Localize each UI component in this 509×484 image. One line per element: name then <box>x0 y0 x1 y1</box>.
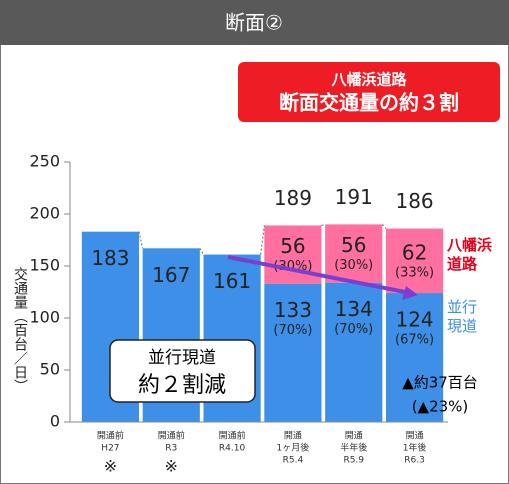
x-tick-label: 1ヶ月後 <box>277 442 310 454</box>
bar-segment <box>325 224 383 283</box>
total-label: 186 <box>395 189 433 213</box>
value-label: 62 <box>402 240 427 264</box>
x-tick-label: 1年後 <box>403 442 427 454</box>
callout-box <box>238 62 500 122</box>
x-tick-label: 開通前 <box>97 430 124 442</box>
x-tick-label: H27 <box>101 444 119 454</box>
annotation: 並行現道 <box>148 348 216 368</box>
x-tick-label: R3 <box>165 444 177 454</box>
value-label: 167 <box>152 263 190 287</box>
value-label: 133 <box>274 298 312 322</box>
x-tick-label: 開通前 <box>219 430 246 442</box>
annotation-box <box>109 339 256 403</box>
connector <box>260 225 265 255</box>
value-label: 56 <box>341 233 366 257</box>
header-bar <box>0 0 509 45</box>
callout-line: 八幡浜道路 <box>330 71 407 89</box>
x-tick-label: 開通 <box>284 431 302 442</box>
x-tick-label: 開通前 <box>158 430 185 442</box>
value-label: 161 <box>213 269 251 293</box>
connector <box>138 231 144 249</box>
x-tick-label: R5.9 <box>343 456 364 466</box>
trend-arrow <box>227 255 411 295</box>
annotation: 約２割減 <box>138 373 226 398</box>
header-title: 断面② <box>225 11 283 35</box>
value-label: 56 <box>280 234 305 258</box>
category-note: ※ <box>165 457 178 476</box>
connector <box>381 224 387 229</box>
annotation: ▲約37百台 <box>402 374 478 392</box>
callout-line: 断面交通量の約３割 <box>279 91 459 115</box>
x-tick-label: R4.10 <box>219 444 246 454</box>
y-axis-label: 交通量（百台／日） <box>12 266 28 393</box>
total-label: 189 <box>274 186 312 210</box>
legend-label: 並行現道 <box>447 298 478 335</box>
y-tick-label: 0 <box>50 412 60 431</box>
value-label: 124 <box>395 308 433 332</box>
legend-label: 八幡浜道路 <box>447 236 493 273</box>
y-tick-label: 100 <box>29 308 60 327</box>
bar-segment <box>264 283 322 422</box>
share-label: (67%) <box>395 333 434 348</box>
bar-segment <box>385 228 444 294</box>
share-label: (70%) <box>273 323 312 338</box>
category-note: ※ <box>104 457 117 476</box>
connector <box>321 223 326 226</box>
value-label: 183 <box>91 246 129 270</box>
x-tick-label: R5.4 <box>283 456 304 466</box>
y-tick-label: 150 <box>29 256 60 275</box>
x-tick-label: 開通 <box>406 431 424 442</box>
share-label: (30%) <box>334 258 373 273</box>
y-tick-label: 50 <box>40 360 60 379</box>
x-tick-label: 開通 <box>345 431 363 442</box>
y-tick-label: 200 <box>29 204 60 223</box>
annotation: (▲23%) <box>412 398 469 416</box>
share-label: (33%) <box>395 265 434 280</box>
total-label: 191 <box>335 185 373 209</box>
value-label: 134 <box>335 297 373 321</box>
share-label: (70%) <box>334 322 373 337</box>
arrow-head <box>402 286 418 300</box>
x-tick-label: 半年後 <box>340 442 367 454</box>
bar-segment <box>385 293 444 422</box>
y-tick-label: 250 <box>29 152 60 171</box>
x-tick-label: R6.3 <box>404 456 425 466</box>
bar-segment <box>325 282 383 422</box>
connector <box>199 248 204 255</box>
